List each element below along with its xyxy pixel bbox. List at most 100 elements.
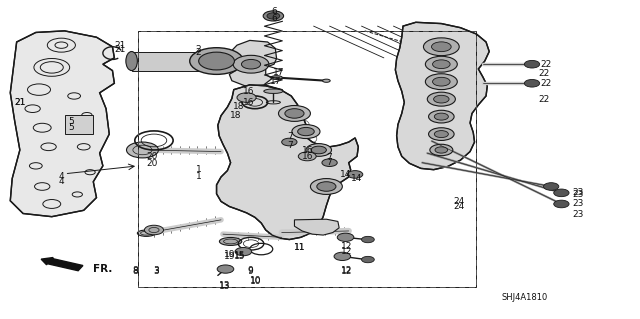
Bar [138,31,476,286]
Circle shape [322,159,337,167]
Text: 16: 16 [301,152,313,161]
Text: 22: 22 [540,60,552,69]
Circle shape [554,189,569,197]
Text: 19: 19 [223,252,235,261]
Circle shape [435,113,449,120]
Circle shape [429,128,454,140]
Circle shape [145,225,164,235]
Text: 3: 3 [153,265,159,275]
Circle shape [298,127,314,136]
Text: 14: 14 [351,174,363,183]
Text: 7: 7 [287,141,293,150]
Text: 11: 11 [294,243,305,252]
Circle shape [524,60,540,68]
Text: 10: 10 [250,277,262,286]
Circle shape [317,182,336,191]
Text: 23: 23 [572,210,584,219]
Text: 21: 21 [14,98,26,107]
Circle shape [554,200,569,208]
Circle shape [362,236,374,243]
Text: 12: 12 [341,267,353,276]
Circle shape [237,93,256,102]
Circle shape [543,183,559,190]
Polygon shape [396,22,489,170]
Text: 3: 3 [153,267,159,276]
Bar [65,115,93,134]
Text: 20: 20 [147,159,157,168]
Text: 16: 16 [301,146,313,155]
Text: 21: 21 [14,98,26,107]
Text: 24: 24 [454,197,465,206]
Text: 23: 23 [572,190,584,199]
Text: 22: 22 [540,79,552,88]
Text: 5: 5 [68,123,74,132]
Circle shape [306,144,332,156]
Text: 20: 20 [147,152,157,161]
Circle shape [282,138,297,146]
Circle shape [310,179,342,195]
Text: 12: 12 [341,265,353,275]
Text: 11: 11 [294,243,305,252]
FancyArrow shape [41,257,83,271]
Text: 12: 12 [341,242,353,251]
Circle shape [434,95,449,103]
Circle shape [292,124,320,138]
Text: 9: 9 [247,267,253,276]
Ellipse shape [220,237,242,245]
Circle shape [524,79,540,87]
Circle shape [435,130,449,137]
Circle shape [285,109,304,118]
Polygon shape [216,85,358,240]
Text: SHJ4A1810: SHJ4A1810 [501,293,547,302]
Circle shape [298,152,316,161]
Text: 23: 23 [572,199,584,208]
Circle shape [263,11,284,21]
Text: 13: 13 [218,282,230,291]
Circle shape [241,59,260,69]
Text: 6: 6 [271,7,277,16]
Circle shape [189,48,243,74]
Text: 21: 21 [115,41,126,50]
Circle shape [334,252,351,261]
Ellipse shape [271,76,282,79]
Polygon shape [294,219,339,235]
Circle shape [127,142,159,158]
Circle shape [426,74,458,90]
Text: 15: 15 [234,251,246,260]
Circle shape [337,233,354,241]
Text: 22: 22 [538,69,550,78]
Circle shape [348,171,363,178]
Text: 1: 1 [196,173,202,182]
Text: 21: 21 [115,45,126,55]
Text: 2: 2 [196,45,202,55]
Text: 7: 7 [326,158,332,167]
Text: 18: 18 [233,102,244,111]
Text: 16: 16 [243,87,254,96]
Text: 19: 19 [223,250,235,259]
Ellipse shape [264,89,283,93]
Circle shape [433,77,450,86]
Circle shape [433,60,450,69]
Text: 13: 13 [218,281,230,290]
Text: 17: 17 [273,68,284,77]
Circle shape [278,106,310,122]
Text: 8: 8 [132,266,138,275]
Circle shape [198,52,234,70]
Ellipse shape [138,230,156,236]
Circle shape [426,56,458,72]
Circle shape [362,256,374,263]
Text: 4: 4 [58,177,64,186]
Text: 17: 17 [269,77,281,86]
Text: 9: 9 [247,265,253,275]
Polygon shape [10,31,115,217]
Circle shape [435,147,447,153]
Text: 5: 5 [68,117,74,126]
Text: 22: 22 [538,95,550,104]
Circle shape [429,110,454,123]
Ellipse shape [323,79,330,82]
Text: 14: 14 [340,170,351,179]
Text: 15: 15 [234,252,246,261]
Polygon shape [227,41,276,86]
Bar [138,31,476,286]
Text: FR.: FR. [93,264,113,274]
